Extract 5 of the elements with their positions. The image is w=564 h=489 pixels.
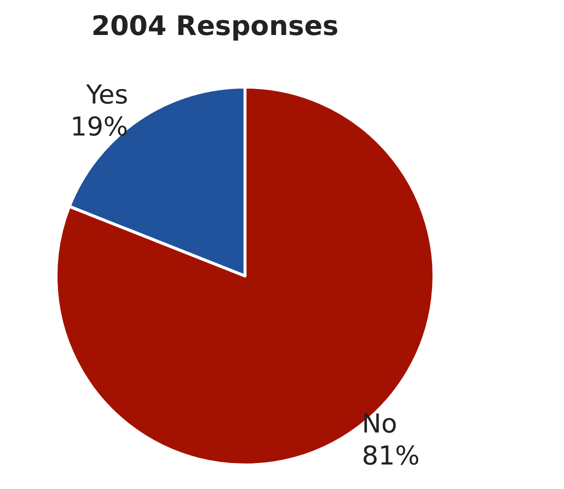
slice-label: Yes <box>85 80 128 110</box>
data-label: 19% <box>70 112 128 142</box>
slice-label: No <box>362 410 398 440</box>
chart-title: 2004 Responses <box>91 11 339 42</box>
data-label: 81% <box>362 442 420 472</box>
